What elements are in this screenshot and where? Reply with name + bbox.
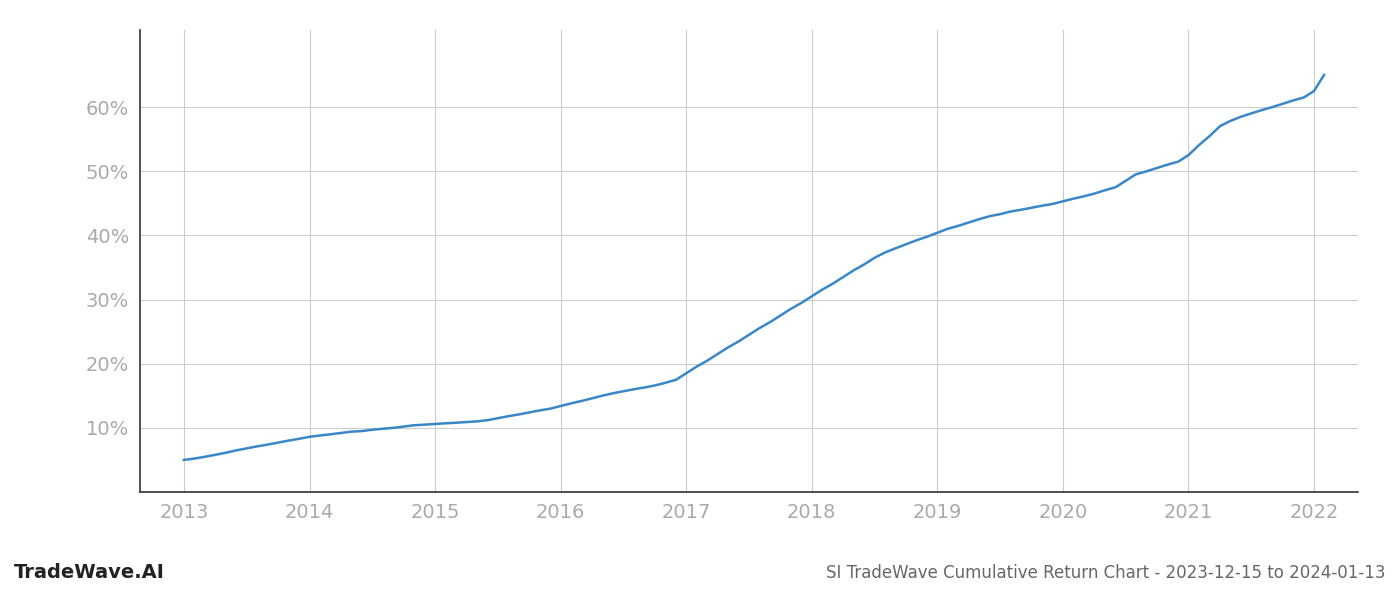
Text: SI TradeWave Cumulative Return Chart - 2023-12-15 to 2024-01-13: SI TradeWave Cumulative Return Chart - 2… — [826, 564, 1386, 582]
Text: TradeWave.AI: TradeWave.AI — [14, 563, 165, 582]
